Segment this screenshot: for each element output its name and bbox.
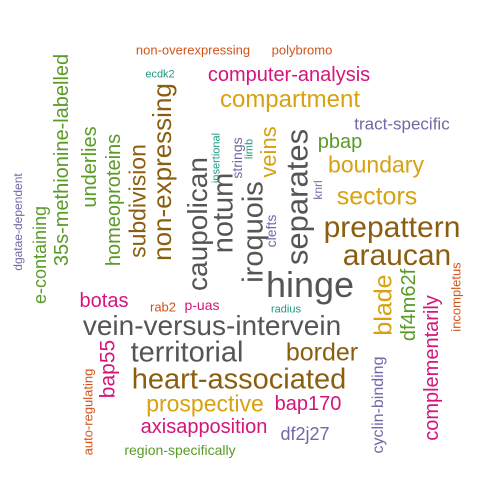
word-compartment: compartment: [219, 86, 361, 113]
word-e-containing: e-containing: [30, 205, 50, 305]
word-border: border: [285, 338, 359, 367]
word-complementarily: complementarily: [421, 295, 443, 441]
word-polybromo: polybromo: [271, 42, 333, 58]
word-blade: blade: [369, 274, 398, 336]
word-strings: strings: [229, 137, 245, 179]
word-boundary: boundary: [328, 151, 424, 178]
word-territorial: territorial: [130, 336, 244, 369]
word-limb: limb: [243, 138, 256, 160]
word-p-uas: p-uas: [184, 297, 220, 313]
word-rab2: rab2: [149, 299, 177, 315]
word-incompletus: incompletus: [448, 262, 464, 332]
word-auto-regulating: auto-regulating: [80, 368, 96, 456]
word-pbap: pbap: [317, 131, 363, 153]
word-df4m62f: df4m62f: [398, 268, 420, 342]
word-ecdk2: ecdk2: [145, 68, 175, 81]
word-bap55: bap55: [96, 339, 120, 399]
word-veins: veins: [256, 126, 281, 178]
word-bap170: bap170: [274, 393, 342, 415]
word-separates: separates: [279, 128, 315, 266]
word-dgatae-dependent: dgatae-dependent: [11, 173, 25, 271]
word-hinge: hinge: [265, 264, 355, 305]
word-axisapposition: axisapposition: [140, 416, 268, 438]
word-knrl: knrl: [311, 180, 325, 200]
word-radius: radius: [271, 303, 301, 316]
word-vein-versus-intervein: vein-versus-intervein: [82, 310, 342, 341]
word-prospective: prospective: [146, 390, 264, 417]
word-heart-associated: heart-associated: [131, 363, 347, 396]
word-35s-methionine-labelled: 35s-methionine-labelled: [51, 53, 73, 267]
word-cyclin-binding: cyclin-binding: [370, 356, 387, 454]
word-df2j27: df2j27: [280, 424, 330, 444]
word-botas: botas: [79, 290, 129, 312]
word-underlies: underlies: [79, 126, 101, 208]
word-computer-analysis: computer-analysis: [207, 64, 371, 86]
word-region-specifically: region-specifically: [124, 442, 236, 458]
word-non-expressing: non-expressing: [147, 83, 177, 261]
word-sectors: sectors: [336, 182, 418, 211]
word-insertional: insertional: [210, 132, 223, 184]
word-homeoproteins: homeoproteins: [103, 133, 125, 267]
word-araucan: araucan: [342, 239, 452, 272]
word-clefts: clefts: [263, 214, 279, 248]
word-non-overexpressing: non-overexpressing: [135, 42, 251, 58]
word-notum: notum: [207, 172, 240, 254]
word-tract-specific: tract-specific: [354, 114, 450, 134]
word-prepattern: prepattern: [323, 211, 461, 244]
